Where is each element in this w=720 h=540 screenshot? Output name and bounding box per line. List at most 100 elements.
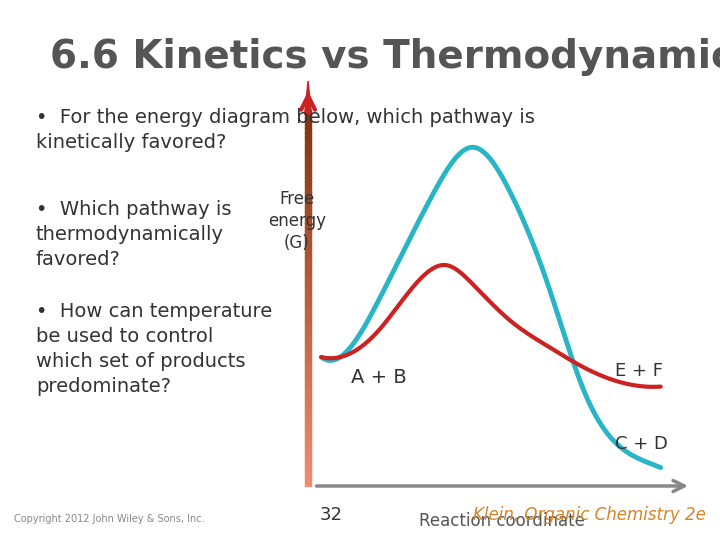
Bar (305, 136, 311, 140)
Bar (305, 429, 311, 434)
Text: C + D: C + D (616, 435, 668, 453)
Bar (305, 361, 311, 366)
Bar (305, 260, 311, 265)
Bar (305, 121, 311, 125)
Bar (305, 369, 311, 373)
Bar (305, 339, 311, 343)
Bar (305, 328, 311, 332)
Bar (305, 444, 311, 448)
Bar (305, 200, 311, 204)
Bar (305, 230, 311, 234)
Text: 6.6 Kinetics vs Thermodynamics: 6.6 Kinetics vs Thermodynamics (50, 38, 720, 76)
Bar (305, 298, 311, 302)
Bar (305, 316, 311, 321)
Polygon shape (305, 81, 312, 114)
Bar (305, 305, 311, 309)
Text: Klein, Organic Chemistry 2e: Klein, Organic Chemistry 2e (473, 506, 706, 524)
Bar (305, 117, 311, 122)
Text: A + B: A + B (351, 368, 408, 387)
Bar (305, 166, 311, 171)
Text: •  For the energy diagram below, which pathway is
kinetically favored?: • For the energy diagram below, which pa… (36, 108, 535, 152)
Bar (305, 241, 311, 246)
Bar (305, 238, 311, 242)
Text: Free
energy
(G): Free energy (G) (268, 190, 325, 252)
Bar (305, 331, 311, 336)
Bar (305, 365, 311, 369)
Bar (305, 275, 311, 280)
Bar (305, 245, 311, 249)
Bar (305, 388, 311, 392)
Bar (305, 459, 311, 463)
Bar (305, 399, 311, 403)
Bar (305, 155, 311, 159)
Bar (305, 474, 311, 478)
Bar (305, 346, 311, 351)
Bar (305, 395, 311, 400)
Bar (305, 248, 311, 253)
Bar (305, 234, 311, 238)
Bar (305, 151, 311, 156)
Text: Copyright 2012 John Wiley & Sons, Inc.: Copyright 2012 John Wiley & Sons, Inc. (14, 514, 205, 524)
Bar (305, 219, 311, 223)
Bar (305, 425, 311, 430)
Text: E + F: E + F (616, 362, 663, 380)
Text: •  Which pathway is
thermodynamically
favored?: • Which pathway is thermodynamically fav… (36, 200, 232, 269)
Bar (305, 373, 311, 377)
Bar (305, 354, 311, 359)
Bar (305, 448, 311, 452)
Bar (305, 470, 311, 475)
Bar (305, 301, 311, 306)
Bar (305, 290, 311, 294)
Text: •  How can temperature
be used to control
which set of products
predominate?: • How can temperature be used to control… (36, 302, 272, 396)
Bar (305, 335, 311, 340)
Bar (305, 350, 311, 355)
Bar (305, 144, 311, 148)
Bar (305, 455, 311, 460)
Bar (305, 226, 311, 231)
Bar (305, 421, 311, 426)
Bar (305, 267, 311, 272)
Bar (305, 125, 311, 129)
Bar (305, 309, 311, 313)
Bar (305, 451, 311, 456)
Bar (305, 113, 311, 118)
Bar (305, 110, 311, 114)
Bar (305, 482, 311, 486)
Bar (305, 192, 311, 197)
Bar (305, 204, 311, 208)
Bar (305, 140, 311, 144)
Bar (305, 478, 311, 482)
Bar (305, 181, 311, 186)
Bar (305, 185, 311, 190)
Bar (305, 433, 311, 437)
Bar (305, 417, 311, 422)
Bar (305, 264, 311, 268)
Bar (305, 320, 311, 325)
Bar (305, 436, 311, 441)
Bar (305, 163, 311, 167)
Bar (305, 196, 311, 200)
Bar (305, 380, 311, 384)
Bar (305, 324, 311, 328)
Bar (305, 271, 311, 276)
Bar (305, 403, 311, 407)
Bar (305, 188, 311, 193)
Text: 32: 32 (320, 506, 343, 524)
Bar (305, 410, 311, 415)
Bar (305, 147, 311, 152)
Bar (305, 211, 311, 215)
Bar (305, 342, 311, 347)
Bar (305, 463, 311, 467)
Bar (305, 256, 311, 261)
Bar (305, 170, 311, 174)
Bar (305, 286, 311, 291)
Bar (305, 313, 311, 317)
Bar (305, 173, 311, 178)
Bar (305, 294, 311, 298)
Bar (305, 376, 311, 381)
Bar (305, 357, 311, 362)
Bar (305, 177, 311, 182)
Bar (305, 132, 311, 137)
Bar (305, 222, 311, 227)
Bar (305, 129, 311, 133)
